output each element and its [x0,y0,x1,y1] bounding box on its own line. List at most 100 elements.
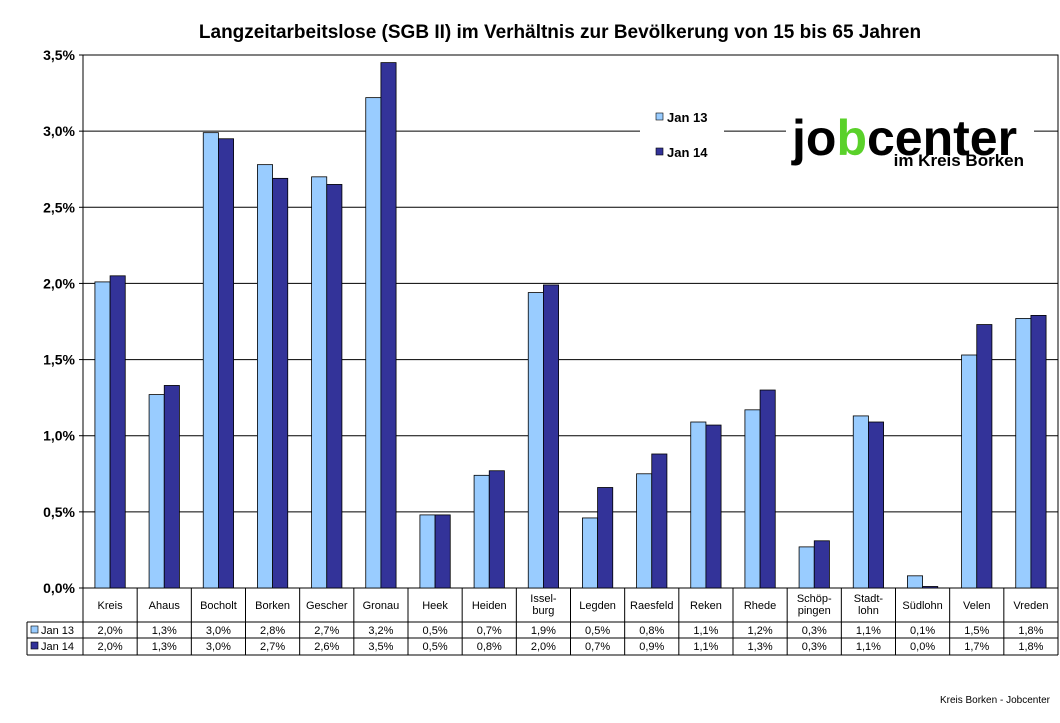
bar-jan-13 [365,97,382,589]
table-cell: 0,1% [910,625,935,637]
category-label: Borken [255,600,290,612]
bar-jan-14 [163,385,180,589]
y-tick-label: 1,0% [43,428,75,444]
legend-key [655,112,664,121]
table-cell: 1,1% [856,641,881,653]
table-cell: 2,7% [314,625,339,637]
category-label: Vreden [1013,600,1048,612]
bar-jan-13 [148,394,165,589]
legend: Jan 13 Jan 14 [640,104,724,162]
table-cell: 2,6% [314,641,339,653]
table-cell: 0,7% [477,625,502,637]
table-cell: 0,9% [639,641,664,653]
bar-jan-14 [326,184,343,589]
category-label: Legden [579,600,616,612]
table-cell: 2,7% [260,641,285,653]
table-legend-key [30,625,39,634]
bar-jan-14 [109,275,126,589]
y-axis: 0,0% 0,5% 1,0% 1,5% 2,0% 2,5% 3,0% 3,5% [43,47,83,596]
bar-jan-14 [597,487,614,589]
category-label: Südlohn [902,600,942,612]
bar-jan-14 [813,540,830,589]
plot-area [82,54,1059,589]
table-cell: 0,3% [802,641,827,653]
bar-jan-14 [488,470,505,589]
bar-jan-13 [744,409,761,589]
logo-text-center: center [867,110,1017,166]
bar-jan-13 [798,546,815,589]
y-tick-label: 1,5% [43,352,75,368]
table-cell: 1,7% [964,641,989,653]
table-cell: 0,8% [477,641,502,653]
y-tick-label: 0,0% [43,580,75,596]
category-label: Gescher [306,600,348,612]
bar-jan-14 [1030,315,1047,589]
category-label: Velen [963,600,991,612]
table-cell: 1,1% [693,641,718,653]
table-cell: 1,1% [693,625,718,637]
bar-jan-13 [852,415,869,589]
category-label: Rhede [744,600,776,612]
bar-jan-14 [272,177,289,589]
logo-text-b: b [836,110,867,166]
y-tick-label: 2,5% [43,199,75,215]
table-cell: 1,2% [748,625,773,637]
table-row-header: Jan 14 [41,641,74,653]
y-tick-label: 2,0% [43,275,75,291]
bar-jan-14 [759,389,776,589]
bar-jan-13 [311,176,328,589]
category-label: Heiden [472,600,507,612]
table-cell: 3,0% [206,625,231,637]
bar-jan-13 [419,514,436,589]
table-cell: 0,3% [802,625,827,637]
chart-title: Langzeitarbeitslose (SGB II) im Verhältn… [199,22,921,43]
table-cell: 1,3% [152,625,177,637]
table-cell: 3,0% [206,641,231,653]
jobcenter-logo: jobcenter im Kreis Borken [786,106,1034,170]
table-row-header: Jan 13 [41,625,74,637]
bar-jan-13 [907,575,923,589]
credit-text: Kreis Borken - Jobcenter [940,695,1051,706]
bar-jan-14 [922,586,939,589]
svg-text:jobcenter: jobcenter [791,110,1017,166]
table-cell: 1,3% [152,641,177,653]
bar-jan-14 [651,453,668,589]
table-cell: 1,5% [964,625,989,637]
bar-jan-14 [434,514,451,589]
bar-jan-13 [961,354,978,589]
table-cell: 2,0% [98,641,123,653]
bar-jan-14 [543,284,559,589]
category-label: Raesfeld [630,600,673,612]
y-tick-label: 0,5% [43,504,75,520]
bar-jan-14 [218,138,234,589]
bar-jan-14 [868,421,884,589]
legend-background [640,104,724,162]
legend-label: Jan 14 [667,145,708,160]
category-label: Bocholt [200,600,237,612]
bar-jan-13 [94,281,111,589]
category-label: Gronau [363,600,400,612]
category-label: Ahaus [149,600,181,612]
table-cell: 2,8% [260,625,285,637]
logo-text-jo: jo [791,110,836,166]
category-label: Kreis [98,600,124,612]
table-cell: 3,2% [368,625,393,637]
bar-jan-13 [582,517,598,589]
table-cell: 0,7% [585,641,610,653]
bar-jan-13 [636,473,653,589]
table-cell: 0,5% [423,641,448,653]
bar-jan-13 [473,474,490,589]
table-cell: 1,8% [1018,625,1043,637]
table-cell: 1,9% [531,625,556,637]
category-label: Reken [690,600,722,612]
table-cell: 1,3% [748,641,773,653]
bar-jan-13 [1015,318,1032,589]
bar-jan-13 [690,421,707,589]
category-label: Heek [422,600,448,612]
category-label: Issel-burg [530,593,557,617]
table-cell: 2,0% [531,641,556,653]
bar-jan-13 [527,292,544,589]
bar-jan-13 [257,164,273,589]
y-tick-label: 3,0% [43,123,75,139]
